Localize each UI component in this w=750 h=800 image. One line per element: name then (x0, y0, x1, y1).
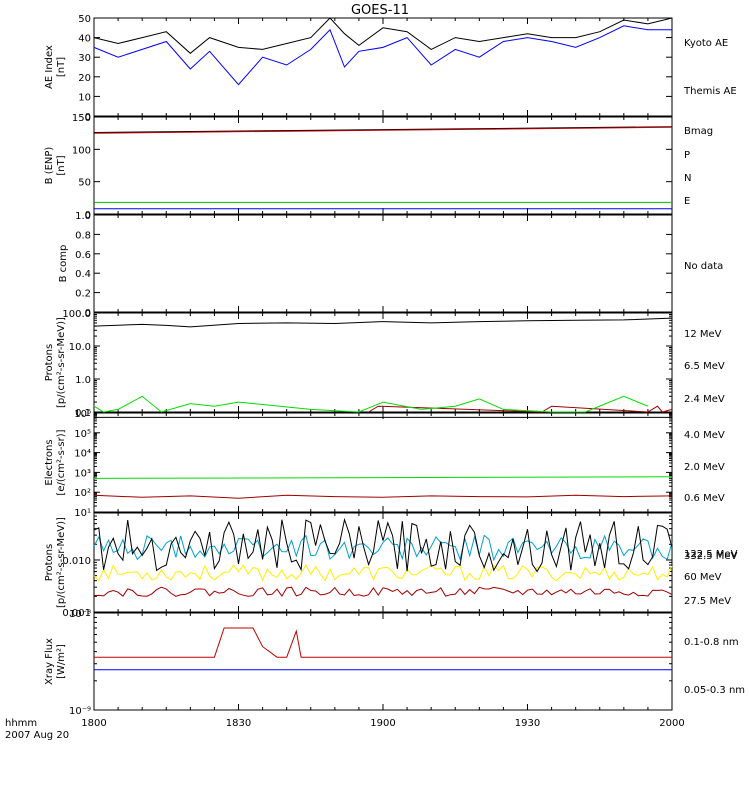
series-line-332-5-mev (93, 586, 673, 598)
legend-entry: 4.0 MeV (684, 430, 725, 441)
y-axis-label: Protons (44, 544, 55, 581)
y-tick-label: 10.0 (69, 342, 91, 353)
y-axis-label: AE Index (44, 45, 55, 89)
legend-entry: 122.5 MeV (684, 549, 738, 560)
legend-entry: 2.4 MeV (684, 394, 725, 405)
series-line-122-5-mev (93, 564, 673, 582)
legend-entry: 0.1-0.8 nm (684, 637, 739, 648)
plot-title: GOES-11 (351, 3, 409, 18)
time-axis-label: hhmm (5, 718, 37, 729)
y-tick-label: 50 (78, 14, 91, 25)
y-axis-label: [W/m²] (56, 644, 67, 679)
y-tick-label: 10⁻⁹ (69, 706, 91, 717)
y-axis-label: [nT] (56, 57, 67, 77)
y-axis-label: Protons (44, 344, 55, 381)
y-tick-label: 0 (85, 210, 91, 221)
y-axis-label: Xray Flux (44, 638, 55, 685)
y-tick-label: 0 (85, 308, 91, 319)
x-tick-label: 1900 (370, 718, 395, 729)
panel-electrons: 10¹ 10² 10³ 10⁴ 10⁵ 10⁶ Electrons [e/(cm²-s-sr)… (44, 409, 725, 519)
y-tick-label: 50 (78, 178, 91, 189)
legend-entry: Bmag (684, 126, 713, 137)
series-line-p (93, 126, 673, 134)
legend-entry: Kyoto AE (684, 38, 728, 49)
y-tick-label: 30 (78, 53, 91, 64)
panel-frame (93, 512, 673, 613)
y-axis-label: B (ENP) (44, 147, 55, 185)
y-tick-label: 10⁵ (74, 429, 91, 440)
series-line-27-5-mev (93, 517, 673, 573)
y-tick-label: 10² (74, 488, 91, 499)
series-line-2-0-mev (93, 476, 673, 479)
y-tick-label: 1.0 (75, 375, 91, 386)
legend-entry: N (684, 173, 691, 184)
y-tick-label: 10⁶ (74, 409, 91, 420)
y-tick-label: 0.001 (62, 608, 91, 619)
y-axis-label: Electrons (44, 439, 55, 485)
panel-bcomp: 0 0.2 0.4 0.6 0.8 1.0 B comp No data (58, 211, 723, 319)
legend-entry: P (684, 150, 690, 161)
panel-b: 0 50 100 150 B (ENP) [nT] Bmag P N E (44, 113, 713, 221)
y-tick-label: 0 (85, 112, 91, 123)
legend-entry: 60 MeV (684, 572, 722, 583)
panel-protons_low: 0.1 1.0 10.0 100.0 Protons [p/(cm²-s-sr-MeV)]… (44, 309, 725, 419)
legend-entry: 2.0 MeV (684, 462, 725, 473)
y-axis-label: [p/(cm²-s-sr-MeV)] (56, 517, 67, 608)
y-tick-label: 10 (78, 92, 91, 103)
series-line-60-mev (93, 534, 673, 562)
series-line-4-0-mev (93, 494, 673, 499)
legend-entry: 0.6 MeV (684, 493, 725, 504)
y-tick-label: 10³ (74, 468, 91, 479)
y-tick-label: 40 (78, 34, 91, 45)
x-tick-label: 1930 (515, 718, 540, 729)
panel-frame (93, 214, 673, 313)
y-tick-label: 0.1 (75, 408, 91, 419)
legend-entry: 27.5 MeV (684, 596, 731, 607)
series-line-themis-ae (93, 17, 673, 54)
series-line-0-1-0-8-nm (94, 627, 672, 658)
y-axis-label: [p/(cm²-s-sr-MeV)] (56, 317, 67, 408)
date-label: 2007 Aug 20 (5, 730, 69, 741)
y-tick-label: 0.6 (75, 250, 91, 261)
y-tick-label: 20 (78, 73, 91, 84)
y-tick-label: 100 (72, 145, 91, 156)
y-tick-label: 150 (72, 113, 91, 124)
panel-frame (93, 17, 673, 117)
panel-protons_high: 0.001 0.010 Protons [p/(cm²-s-sr-MeV)] 332.5… (44, 512, 738, 619)
y-tick-label: 10⁴ (74, 449, 91, 460)
legend-entry: 332.5 MeV (684, 551, 738, 562)
y-axis-label: B comp (58, 245, 69, 283)
x-tick-label: 1830 (226, 718, 251, 729)
y-axis-label: [nT] (56, 155, 67, 175)
series-line-kyoto-ae (93, 25, 672, 86)
y-tick-label: 10⁻⁸ (69, 609, 91, 620)
legend-entry: E (684, 196, 690, 207)
series-line-6-5-mev (93, 395, 649, 413)
y-tick-label: 1.0 (75, 211, 91, 222)
panel-frame (93, 312, 673, 413)
panel-ae: 0 10 20 30 40 50 AE Index [nT] Kyoto AE Themis AE (44, 14, 737, 123)
y-tick-label: 0.010 (62, 556, 91, 567)
legend-entry: 12 MeV (684, 329, 722, 340)
y-tick-label: 10¹ (74, 508, 91, 519)
y-axis-label: [e/(cm²-s-sr)] (56, 429, 67, 495)
panel-xray: 10⁻⁹ 10⁻⁸ Xray Flux [W/m²] 0.1-0.8 nm 0.05-0.… (44, 609, 745, 729)
y-tick-label: 0.8 (75, 230, 91, 241)
y-tick-label: 100.0 (62, 309, 91, 320)
y-tick-label: 0.4 (75, 269, 91, 280)
series-line-12-mev (368, 405, 673, 413)
series-line-bmag (93, 126, 673, 133)
no-data-note: No data (684, 261, 723, 272)
series-line-2-4-mev (93, 317, 673, 328)
y-tick-label: 0.2 (75, 289, 91, 300)
panel-frame (93, 612, 673, 711)
legend-entry: Themis AE (683, 86, 737, 97)
legend-entry: 0.05-0.3 nm (684, 685, 745, 696)
x-tick-label: 2000 (659, 718, 684, 729)
x-tick-label: 1800 (81, 718, 106, 729)
legend-entry: 6.5 MeV (684, 361, 725, 372)
